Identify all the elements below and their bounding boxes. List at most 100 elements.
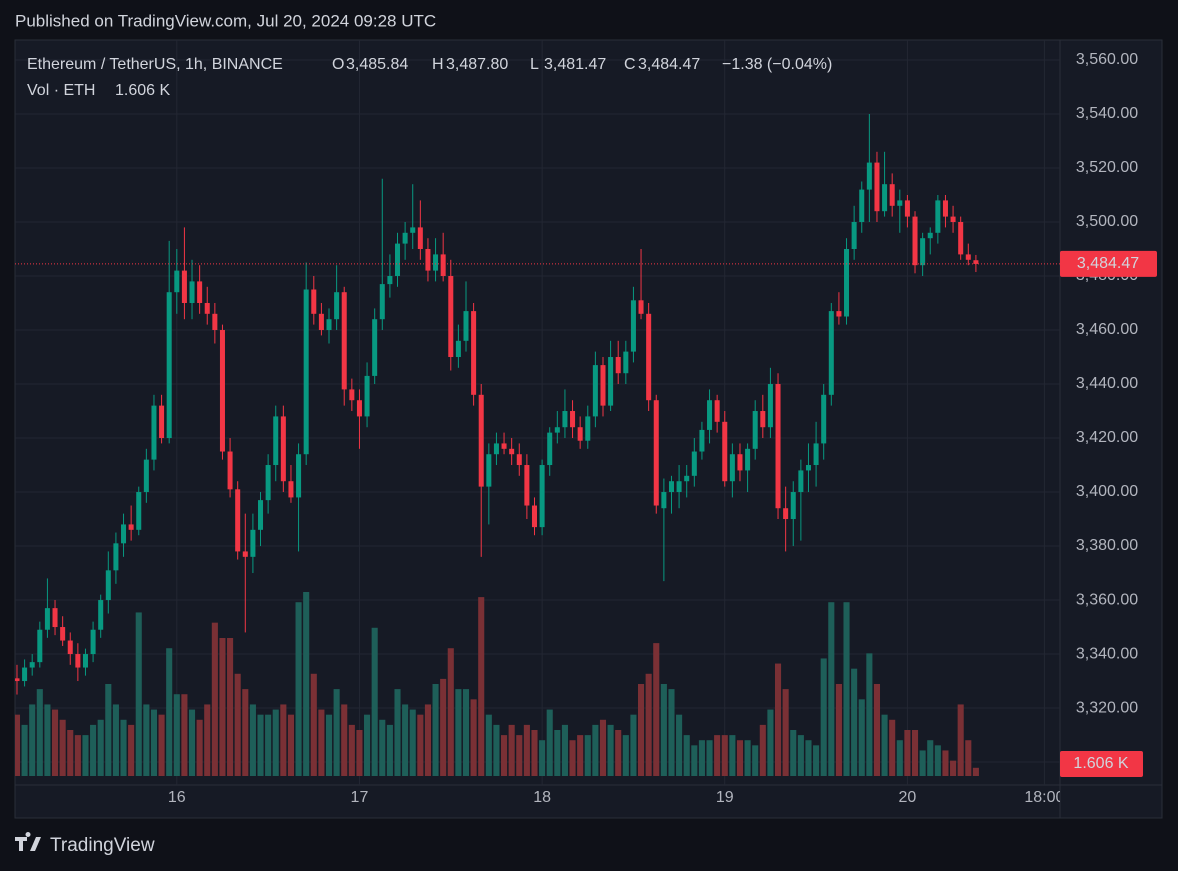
volume-bar: [584, 735, 591, 776]
candle-body: [82, 654, 88, 668]
candle-body: [151, 405, 157, 460]
volume-bar: [729, 735, 736, 776]
volume-bar: [21, 724, 28, 776]
candle-body: [927, 232, 933, 239]
volume-bar: [15, 714, 21, 776]
volume-bar: [424, 704, 431, 776]
volume-bar: [569, 740, 576, 776]
candle-body: [737, 454, 743, 471]
volume-bar: [767, 709, 774, 776]
candle-body: [897, 200, 903, 206]
volume-bar: [828, 602, 835, 776]
candle-body: [600, 365, 606, 406]
candle-body: [67, 640, 73, 655]
candle-body: [752, 411, 758, 449]
volume-bar: [485, 714, 492, 776]
volume-bar: [447, 648, 454, 776]
volume-bar: [630, 714, 637, 776]
volume-bar: [668, 689, 675, 776]
volume-pane: [15, 592, 979, 776]
candle-body: [783, 508, 789, 520]
candle-body: [197, 281, 203, 304]
candle-body: [258, 500, 264, 530]
candle-body: [113, 543, 119, 571]
volume-bar: [927, 740, 934, 776]
volume-bar: [866, 653, 873, 776]
volume-bar: [561, 724, 568, 776]
volume-bar: [97, 719, 104, 776]
volume-bar: [90, 724, 97, 776]
volume-bar: [919, 750, 926, 776]
candle-body: [950, 216, 956, 222]
volume-bar: [348, 724, 355, 776]
volume-bar: [59, 719, 66, 776]
candle-body: [212, 313, 218, 331]
candle-body: [729, 454, 735, 482]
candle-body: [159, 405, 165, 439]
candle-body: [265, 465, 271, 501]
candle-body: [143, 459, 149, 493]
candle-body: [44, 608, 50, 630]
candle-body: [379, 284, 385, 320]
candle-body: [531, 505, 538, 528]
candle-body: [372, 319, 378, 376]
volume-bar: [881, 714, 888, 776]
volume-bar: [721, 735, 728, 776]
candle-body: [128, 524, 134, 530]
candle-body: [166, 292, 172, 439]
candle-body: [387, 276, 393, 285]
volume-bar: [173, 694, 180, 776]
volume-bar: [752, 745, 759, 776]
volume-bar: [128, 724, 135, 776]
candle-body: [722, 421, 728, 482]
candle-body: [288, 481, 294, 498]
candle-body: [805, 465, 811, 471]
candle-body: [250, 529, 256, 557]
volume-bar: [744, 740, 751, 776]
legend-value: 3,481.47: [544, 56, 606, 73]
volume-bar: [516, 735, 523, 776]
candle-body: [958, 221, 964, 255]
volume-bar: [577, 735, 584, 776]
volume-bar: [181, 694, 188, 776]
volume-bar: [432, 684, 439, 776]
candle-body: [623, 351, 629, 374]
candle-body: [668, 481, 674, 493]
candle-body: [189, 281, 195, 304]
candle-body: [874, 162, 880, 212]
volume-bar: [105, 684, 112, 776]
volume-bar: [972, 767, 979, 776]
volume-bar: [249, 704, 256, 776]
volume-bar: [287, 714, 295, 776]
volume-bar: [889, 719, 896, 776]
candle-body: [813, 443, 819, 466]
logo: TradingView: [15, 832, 155, 856]
x-tick-label: 18:00: [1024, 789, 1064, 806]
volume-bar: [143, 704, 150, 776]
candle-body: [828, 311, 834, 395]
volume-bar: [135, 612, 142, 776]
volume-bar: [82, 735, 89, 776]
candle-body: [844, 248, 850, 317]
candle-body: [311, 289, 317, 314]
candle-body: [349, 389, 355, 401]
candle-body: [235, 489, 241, 552]
volume-bar: [379, 719, 386, 776]
x-tick-label: 16: [168, 789, 186, 806]
legend-change: −1.38 (−0.04%): [722, 56, 832, 73]
volume-bar: [782, 689, 789, 776]
candle-body: [15, 678, 20, 682]
candle-body: [455, 340, 461, 358]
candle-body: [942, 200, 948, 217]
volume-bar: [44, 704, 51, 776]
volume-bar: [592, 724, 599, 776]
candle-body: [136, 492, 142, 530]
y-tick-label: 3,500.00: [1076, 213, 1138, 230]
candle-body: [181, 270, 187, 304]
candle-body: [859, 189, 865, 222]
candle-body: [52, 608, 58, 628]
candle-body: [524, 465, 530, 506]
candle-body: [501, 443, 507, 449]
candle-body: [851, 221, 857, 249]
